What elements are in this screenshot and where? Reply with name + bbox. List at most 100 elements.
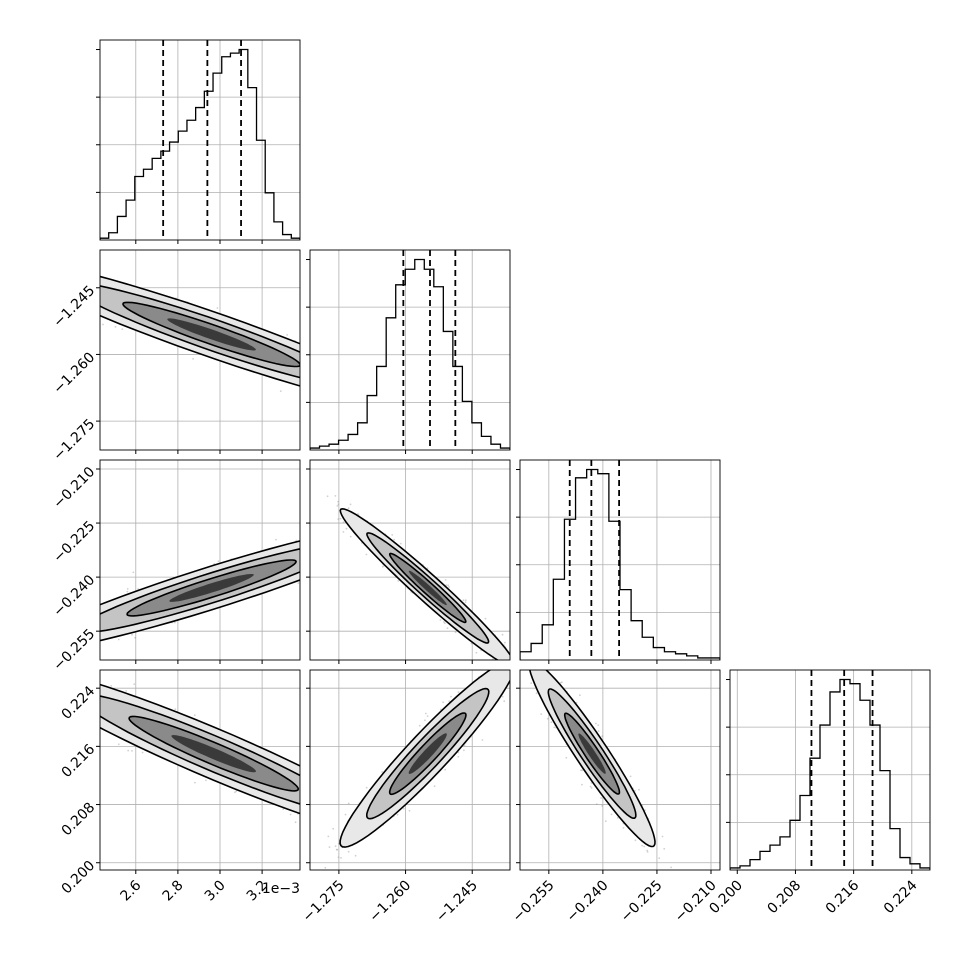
sample-point: [42, 631, 44, 633]
sample-point: [74, 621, 76, 623]
sample-point: [365, 391, 367, 393]
sample-point: [323, 785, 325, 787]
sample-point: [44, 675, 46, 677]
sample-point: [56, 704, 58, 706]
sample-point: [305, 569, 307, 571]
sample-point: [313, 792, 315, 794]
sample-point: [448, 586, 450, 588]
sample-point: [2, 655, 4, 657]
sample-point: [302, 367, 304, 369]
sample-point: [345, 817, 347, 819]
sample-point: [413, 539, 415, 541]
density-panel-1-0: [30, 249, 503, 454]
sample-point: [279, 390, 282, 392]
sample-point: [66, 683, 68, 685]
sample-point: [526, 666, 528, 668]
sample-point: [327, 835, 330, 838]
sample-point: [47, 616, 49, 618]
sample-point: [34, 667, 36, 669]
y-tick-label-3-0: 0.200: [59, 858, 99, 898]
sample-point: [340, 812, 342, 814]
sample-point: [347, 554, 349, 556]
sample-point: [95, 299, 97, 301]
sample-point: [489, 857, 491, 859]
sample-point: [321, 558, 323, 560]
sample-point: [76, 283, 78, 285]
sample-point: [314, 375, 316, 377]
sample-point: [46, 264, 48, 266]
sample-point: [30, 275, 32, 277]
density-panel-3-1: [306, 648, 524, 874]
sample-point: [448, 700, 451, 703]
sample-point: [313, 567, 315, 569]
sample-point: [381, 565, 384, 568]
sample-point: [561, 681, 563, 684]
sample-point: [479, 499, 481, 501]
sample-point: [543, 667, 545, 669]
sample-point: [437, 411, 439, 413]
sample-point: [349, 380, 351, 382]
sample-point: [133, 683, 136, 685]
sample-point: [445, 407, 447, 409]
sample-point: [132, 571, 135, 574]
sample-point: [386, 405, 388, 407]
sample-point: [355, 377, 357, 379]
sample-point: [97, 711, 99, 713]
sample-point: [661, 835, 664, 838]
sample-point: [54, 703, 56, 705]
sample-point: [315, 806, 317, 808]
sample-point: [102, 323, 104, 326]
sample-point: [641, 844, 643, 847]
sample-point: [499, 663, 501, 665]
sample-point: [321, 548, 323, 550]
sample-point: [334, 495, 337, 497]
sample-point: [643, 845, 646, 848]
sample-point: [325, 538, 327, 540]
sample-point: [141, 751, 144, 754]
sample-point: [318, 361, 320, 363]
sample-point: [522, 662, 524, 664]
sample-point: [322, 374, 324, 376]
sample-point: [315, 343, 317, 345]
sample-point: [546, 663, 548, 665]
panel-frame: [519, 459, 721, 661]
sample-point: [535, 692, 538, 695]
sample-point: [517, 664, 519, 666]
sample-point: [634, 839, 637, 842]
sample-point: [59, 683, 61, 685]
sample-point: [512, 648, 514, 650]
sample-point: [457, 755, 460, 758]
sample-point: [568, 878, 570, 880]
sample-point: [300, 358, 302, 360]
sample-point: [523, 664, 525, 666]
sample-point: [666, 871, 668, 873]
y-tick-label-2-3: −0.210: [50, 464, 98, 512]
sample-point: [126, 588, 129, 590]
sample-point: [378, 378, 380, 380]
sample-point: [444, 768, 447, 771]
sample-point: [590, 787, 593, 789]
sample-point: [330, 563, 332, 565]
sample-point: [658, 857, 661, 859]
y-tick-label-1-0: −1.275: [50, 416, 98, 464]
sample-point: [11, 679, 13, 681]
sample-point: [319, 541, 321, 543]
panel-frame: [99, 669, 301, 871]
sample-point: [81, 722, 83, 724]
sample-point: [303, 798, 305, 800]
sample-point: [330, 797, 332, 799]
sample-point: [51, 624, 53, 626]
sample-point: [92, 715, 94, 717]
sample-point: [354, 854, 357, 857]
sample-point: [94, 629, 96, 631]
sample-point: [310, 795, 312, 797]
sample-point: [319, 379, 321, 381]
sample-point: [416, 521, 418, 523]
sample-point: [53, 294, 55, 296]
sample-point: [501, 437, 503, 439]
sample-point: [349, 386, 351, 388]
sample-point: [131, 633, 133, 636]
sample-point: [329, 808, 331, 810]
sample-point: [463, 749, 465, 752]
sample-point: [443, 622, 446, 625]
